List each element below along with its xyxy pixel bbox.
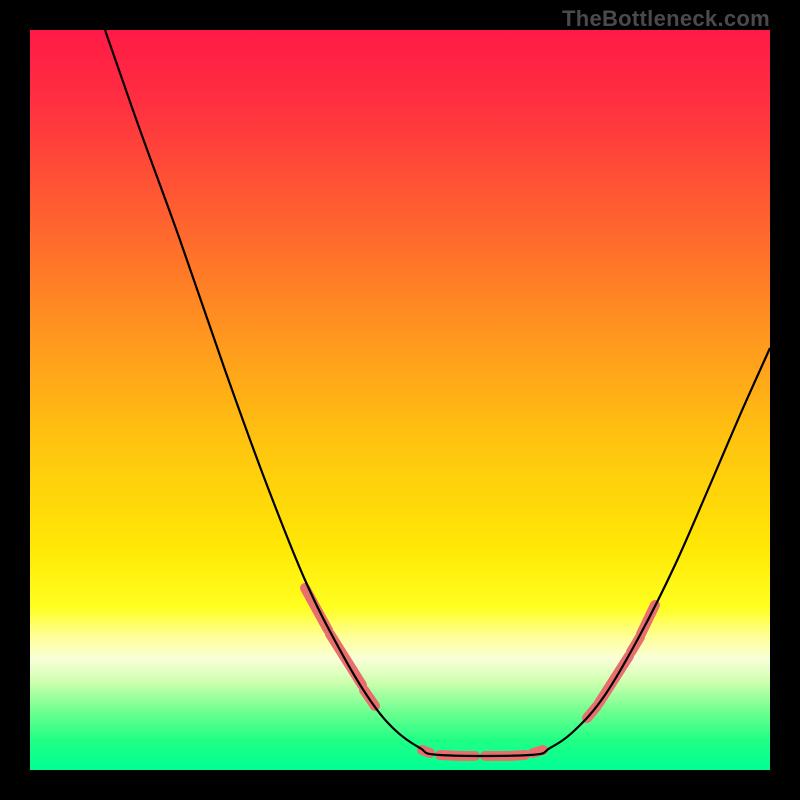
marker-segment: [533, 750, 543, 753]
marker-segment: [305, 588, 328, 630]
plot-area: [30, 30, 770, 770]
watermark-text: TheBottleneck.com: [562, 6, 770, 32]
bottleneck-curve: [105, 30, 770, 756]
chart-container: TheBottleneck.com: [0, 0, 800, 800]
marker-segments: [305, 588, 655, 756]
curve-overlay: [30, 30, 770, 770]
